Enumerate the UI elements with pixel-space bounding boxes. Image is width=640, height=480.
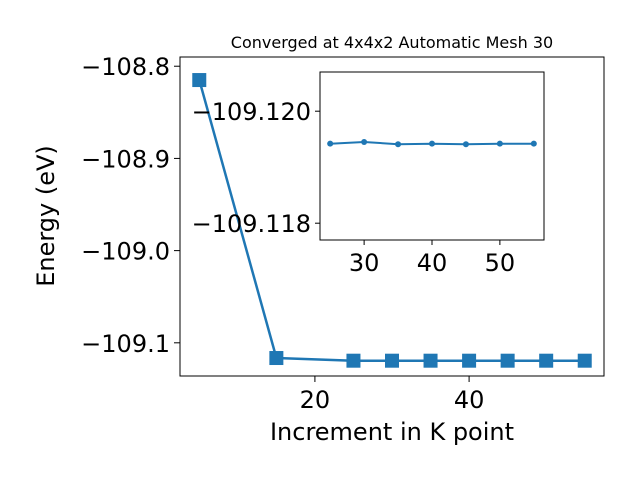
inset-series	[327, 139, 537, 148]
main-data-point	[539, 353, 554, 368]
inset-data-point	[395, 141, 402, 148]
inset-data-point	[530, 140, 537, 147]
main-y-ticks: −108.8 −108.9 −109.0 −109.1	[81, 53, 180, 358]
inset-data-point	[361, 139, 368, 145]
main-x-ticks: 20 40	[300, 376, 485, 414]
main-data-point	[500, 353, 515, 368]
inset-x-tick-label: 50	[485, 249, 516, 277]
inset-plot-frame	[319, 71, 545, 241]
inset-y-ticks: −109.120 −109.118	[192, 98, 320, 238]
main-data-point	[577, 353, 592, 368]
y-axis-label: Energy (eV)	[32, 145, 60, 287]
inset-y-tick-label: −109.120	[192, 98, 311, 126]
main-x-tick-label: 20	[300, 386, 331, 414]
main-y-tick-label: −108.9	[81, 145, 170, 173]
main-chart: 20 40 −108.8−108.9−109.0−109.1 Converged …	[32, 33, 605, 446]
main-x-tick-label: 40	[454, 386, 485, 414]
inset-y-tick-label: −109.118	[192, 210, 311, 238]
main-series	[192, 73, 592, 368]
main-data-point	[385, 353, 399, 368]
main-y-tick-label: −109.1	[81, 330, 170, 358]
inset-data-point	[327, 140, 334, 147]
inset-data-point	[429, 140, 435, 147]
inset-x-tick-label: 40	[417, 249, 448, 277]
main-data-point	[346, 353, 361, 368]
main-y-tick-label: −109.0	[81, 238, 170, 266]
inset-x-ticks: 30 40 50	[349, 240, 515, 277]
inset-background	[320, 72, 544, 240]
inset-data-point	[462, 141, 469, 148]
chart-title: Converged at 4x4x2 Automatic Mesh 30	[231, 33, 553, 52]
inset-chart: 30 40 50 −109.120 −109.118	[192, 71, 545, 277]
inset-x-tick-label: 30	[349, 249, 380, 277]
inset-data-point	[496, 140, 503, 147]
x-axis-label: Increment in K point	[270, 418, 514, 446]
main-data-point	[462, 353, 477, 368]
main-plot-frame	[179, 56, 605, 377]
main-data-point	[269, 351, 284, 366]
main-y-tick-label: −108.8	[81, 53, 170, 81]
main-data-point	[423, 353, 438, 368]
main-data-point	[192, 73, 207, 88]
